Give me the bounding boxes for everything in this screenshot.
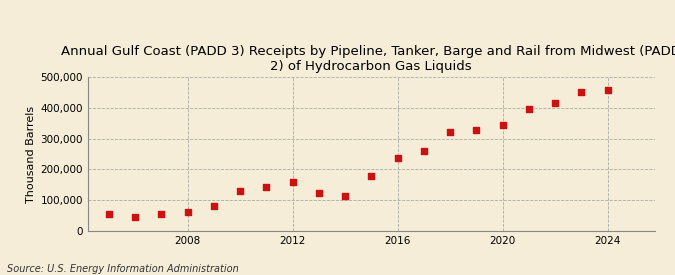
Point [366,173,377,178]
Point [576,90,587,94]
Point [497,123,508,127]
Point [209,204,219,208]
Point [287,180,298,185]
Point [523,106,534,111]
Y-axis label: Thousand Barrels: Thousand Barrels [26,105,36,203]
Point [103,212,114,216]
Point [313,191,324,196]
Point [445,130,456,135]
Title: Annual Gulf Coast (PADD 3) Receipts by Pipeline, Tanker, Barge and Rail from Mid: Annual Gulf Coast (PADD 3) Receipts by P… [61,45,675,73]
Point [471,128,482,133]
Point [156,212,167,216]
Point [602,88,613,92]
Point [130,214,140,219]
Point [549,101,560,105]
Text: Source: U.S. Energy Information Administration: Source: U.S. Energy Information Administ… [7,264,238,274]
Point [261,185,271,189]
Point [418,149,429,153]
Point [235,189,246,193]
Point [340,193,350,198]
Point [392,156,403,160]
Point [182,209,193,214]
